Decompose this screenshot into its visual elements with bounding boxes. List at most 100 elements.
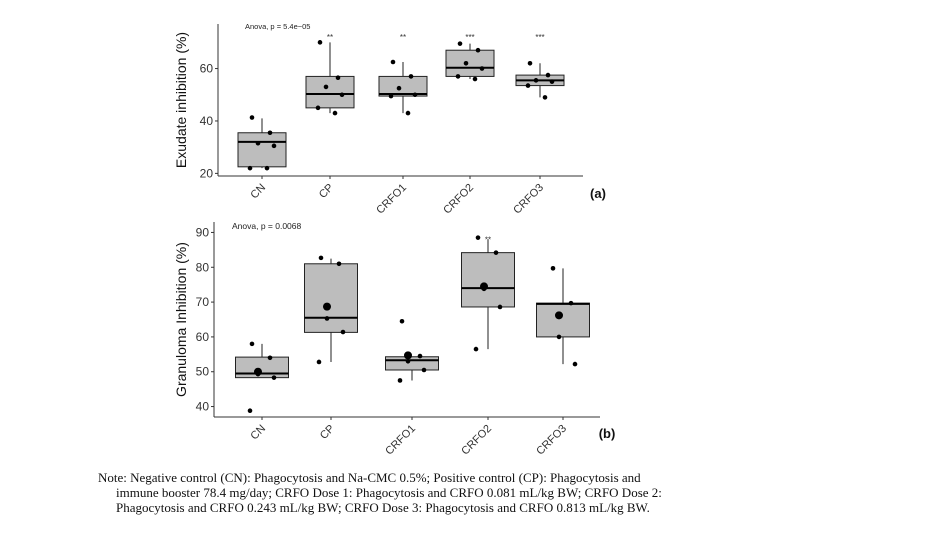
data-point bbox=[493, 250, 499, 255]
data-point bbox=[267, 130, 273, 136]
data-point bbox=[316, 359, 322, 365]
data-point bbox=[318, 255, 324, 261]
box-cp bbox=[304, 263, 358, 333]
data-point bbox=[388, 93, 394, 99]
data-point bbox=[405, 110, 411, 116]
box-crfo1 bbox=[385, 356, 439, 371]
note-line-2: immune booster 78.4 mg/day; CRFO Dose 1:… bbox=[116, 485, 662, 500]
data-point bbox=[473, 346, 479, 352]
box-cp bbox=[305, 75, 355, 109]
x-tick-label-cp: CP bbox=[318, 423, 337, 442]
y-tick-label: 70 bbox=[196, 295, 210, 309]
x-tick-label-cn: CN bbox=[248, 182, 268, 202]
y-tick-label: 50 bbox=[196, 365, 210, 379]
anova-annotation: Anova, p = 5.4e−05 bbox=[245, 22, 310, 31]
mean-point-crfo1 bbox=[404, 351, 412, 360]
x-tick-label-crfo2: CRFO2 bbox=[459, 423, 494, 458]
data-point bbox=[405, 358, 411, 364]
data-point bbox=[324, 316, 330, 321]
data-point bbox=[475, 47, 481, 53]
y-axis-label: Exudate inhibition (%) bbox=[173, 32, 189, 168]
data-point bbox=[397, 378, 403, 383]
box-crfo2 bbox=[461, 252, 515, 308]
data-point bbox=[249, 115, 255, 120]
data-point bbox=[323, 84, 329, 90]
x-tick-label-cn: CN bbox=[248, 423, 268, 443]
data-point bbox=[267, 355, 273, 361]
data-point bbox=[336, 261, 342, 267]
x-tick-label-cp: CP bbox=[317, 182, 336, 201]
data-point bbox=[399, 318, 405, 324]
significance-label: ** bbox=[327, 33, 333, 42]
mean-point-crfo3 bbox=[555, 311, 563, 320]
box-cn bbox=[237, 132, 287, 168]
data-point bbox=[556, 334, 562, 340]
data-point bbox=[340, 329, 346, 335]
data-point bbox=[247, 408, 253, 414]
panel-label: (b) bbox=[599, 426, 616, 441]
data-point bbox=[550, 266, 556, 271]
data-point bbox=[271, 143, 277, 149]
note-line-3: Phagocytosis and CRFO 0.243 mL/kg BW; CR… bbox=[116, 500, 650, 515]
box-crfo2 bbox=[445, 49, 495, 77]
data-point bbox=[390, 59, 396, 65]
data-point bbox=[271, 375, 277, 380]
x-tick-label-crfo3: CRFO3 bbox=[511, 182, 546, 217]
data-point bbox=[542, 95, 548, 100]
data-point bbox=[315, 105, 321, 111]
figure-note: Note: Negative control (CN): Phagocytosi… bbox=[98, 470, 818, 515]
data-point bbox=[264, 165, 270, 171]
data-point bbox=[255, 140, 261, 146]
box-crfo1 bbox=[378, 75, 428, 97]
y-tick-label: 80 bbox=[196, 260, 210, 274]
box-crfo3 bbox=[536, 302, 590, 338]
y-tick-label: 40 bbox=[200, 114, 214, 128]
data-point bbox=[549, 79, 555, 84]
data-point bbox=[568, 300, 574, 306]
significance-label: *** bbox=[535, 33, 544, 42]
y-tick-label: 40 bbox=[196, 400, 210, 414]
data-point bbox=[417, 353, 423, 359]
significance-label: ** bbox=[485, 235, 491, 244]
data-point bbox=[472, 76, 478, 82]
data-point bbox=[533, 78, 539, 83]
panel-a: 20 40 60 Exudate inhibition (%) Anova, p = 5… bbox=[173, 22, 606, 216]
x-tick-label-crfo1: CRFO1 bbox=[374, 182, 409, 217]
mean-point-cn bbox=[254, 367, 262, 376]
data-point bbox=[572, 361, 578, 367]
data-point bbox=[457, 41, 463, 46]
data-point bbox=[412, 92, 418, 98]
y-tick-label: 60 bbox=[200, 62, 214, 76]
x-tick-label-crfo1: CRFO1 bbox=[383, 423, 418, 458]
data-point bbox=[527, 61, 533, 66]
y-tick-label: 90 bbox=[196, 225, 210, 239]
x-tick-label-crfo3: CRFO3 bbox=[534, 423, 569, 458]
panel-b: 40 50 60 70 80 90 Granuloma Inhibition (%) Anov… bbox=[173, 221, 615, 457]
data-point bbox=[332, 110, 338, 116]
y-tick-label: 20 bbox=[200, 166, 214, 180]
x-tick-label-crfo2: CRFO2 bbox=[441, 182, 476, 217]
data-point bbox=[421, 367, 427, 373]
data-point bbox=[317, 40, 323, 45]
anova-annotation: Anova, p = 0.0068 bbox=[232, 221, 302, 231]
data-point bbox=[408, 74, 414, 79]
panel-label: (a) bbox=[590, 186, 606, 201]
data-point bbox=[335, 75, 341, 81]
mean-point-crfo2 bbox=[480, 282, 488, 291]
y-tick-label: 60 bbox=[196, 330, 210, 344]
significance-label: ** bbox=[400, 33, 406, 42]
box-plot-figure: 20 40 60 Exudate inhibition (%) Anova, p = 5… bbox=[173, 22, 615, 457]
data-point bbox=[525, 83, 531, 88]
data-point bbox=[455, 74, 461, 79]
significance-label: *** bbox=[465, 33, 474, 42]
data-point bbox=[339, 92, 345, 98]
mean-point-cp bbox=[323, 302, 331, 311]
data-point bbox=[479, 66, 485, 71]
data-point bbox=[249, 341, 255, 347]
data-point bbox=[247, 165, 253, 171]
note-line-1: Note: Negative control (CN): Phagocytosi… bbox=[98, 470, 641, 485]
data-point bbox=[545, 72, 551, 78]
data-point bbox=[475, 235, 481, 240]
data-point bbox=[396, 85, 402, 91]
